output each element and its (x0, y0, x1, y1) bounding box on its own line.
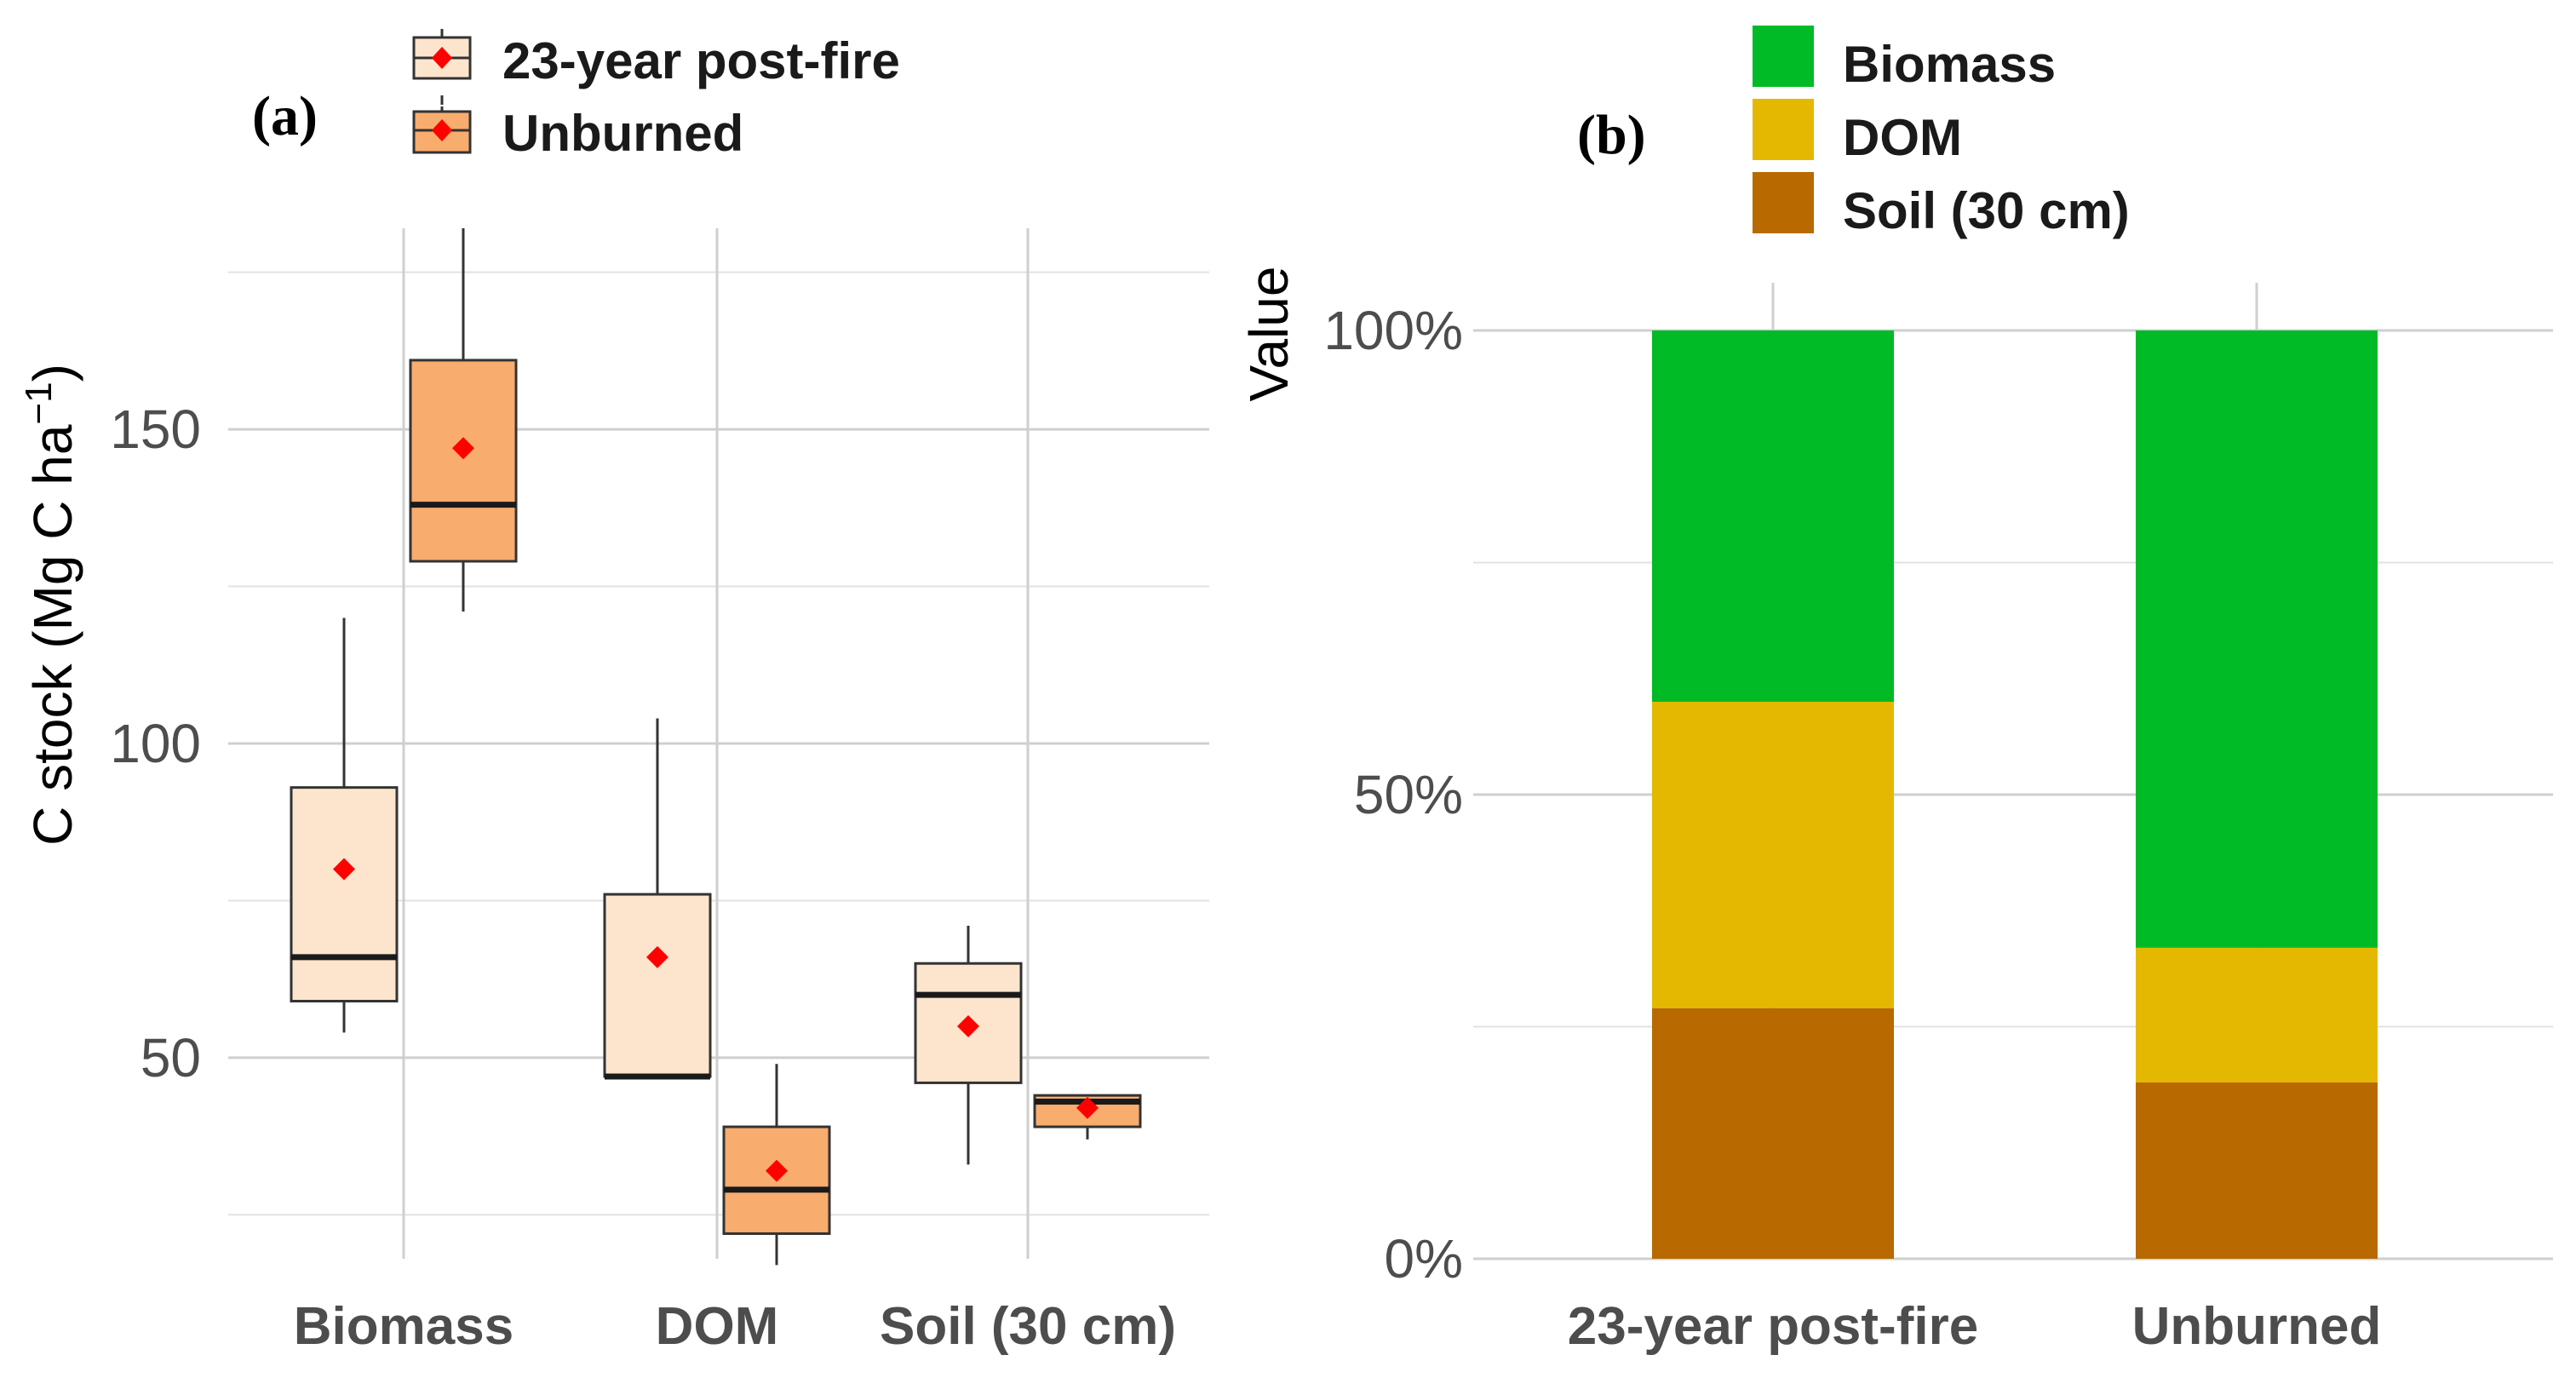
x-tick-label: 23-year post-fire (1568, 1297, 1978, 1356)
bar-unburned-soil-30-cm (2136, 1082, 2378, 1259)
mean-marker (452, 437, 474, 460)
panel-a-y-axis-title: C stock (Mg C ha−1) (18, 364, 83, 846)
bar-23-year-post-fire-biomass (1652, 330, 1894, 702)
legend-key-mean-marker (432, 47, 452, 69)
legend-label-soil: Soil (30 cm) (1843, 182, 2130, 239)
box-iqr (409, 359, 518, 563)
y-tick-label: 50% (1354, 764, 1463, 825)
y-tick-label: 0% (1385, 1228, 1464, 1289)
legend-swatch-dom (1753, 99, 1814, 160)
legend-key-mean-marker (432, 119, 452, 141)
panel-b-grid (1473, 283, 2553, 1260)
y-tick-label: 100% (1323, 300, 1463, 361)
x-tick-label: DOM (656, 1297, 779, 1356)
y-tick-label: 50 (141, 1027, 201, 1088)
x-tick-label: Unburned (2132, 1297, 2382, 1356)
panel-b-bars (1652, 330, 2378, 1259)
box-unburned-biomass (409, 228, 518, 612)
mean-marker (766, 1159, 788, 1182)
legend-label-dom: DOM (1843, 109, 1962, 166)
box-unburned-soil-30-cm (1033, 1094, 1142, 1140)
legend-swatch-biomass (1753, 26, 1814, 87)
legend-item-post-fire: 23-year post-fire (412, 29, 900, 105)
mean-marker (646, 945, 668, 968)
mean-marker (333, 858, 355, 881)
legend-swatch-soil (1753, 172, 1814, 233)
bar-unburned-dom (2136, 947, 2378, 1082)
panel-a-legend: 23-year post-fire Unburned (412, 29, 900, 162)
panel-a: 50 100 150 Biomass DOM Soil (30 cm) (a) C st… (18, 29, 1209, 1356)
box-unburned-dom (722, 1064, 831, 1266)
box-23-year-post-fire-dom (603, 718, 712, 1080)
panel-a-boxes (290, 228, 1142, 1266)
legend-label-biomass: Biomass (1843, 36, 2056, 93)
panel-b-x-ticks: 23-year post-fire Unburned (1568, 1297, 2382, 1356)
box-iqr (290, 786, 399, 1003)
panel-b-y-ticks: 0% 50% 100% (1323, 300, 1463, 1289)
panel-b-label: (b) (1577, 104, 1646, 166)
y-tick-label: 150 (110, 399, 201, 460)
bar-23-year-post-fire-dom (1652, 702, 1894, 1008)
x-tick-label: Soil (30 cm) (880, 1297, 1176, 1356)
legend-label-post-fire: 23-year post-fire (502, 32, 900, 89)
y-tick-label: 100 (110, 713, 201, 774)
mean-marker (1076, 1096, 1099, 1119)
box-23-year-post-fire-soil-30-cm (914, 925, 1023, 1165)
box-23-year-post-fire-biomass (290, 617, 399, 1033)
bar-unburned-biomass (2136, 330, 2378, 948)
panel-b-legend: Biomass DOM Soil (30 cm) (1753, 26, 2130, 239)
x-tick-label: Biomass (294, 1297, 513, 1356)
panel-a-x-ticks: Biomass DOM Soil (30 cm) (294, 1297, 1176, 1356)
legend-label-unburned: Unburned (502, 105, 743, 162)
panel-a-label: (a) (252, 85, 318, 147)
mean-marker (957, 1015, 979, 1038)
panel-a-y-ticks: 50 100 150 (110, 399, 201, 1088)
panel-b-y-axis-title: Value (1238, 267, 1299, 402)
panel-b: 0%50%100% 23-year post-fire Unburned (b) … (1238, 26, 2553, 1356)
bar-23-year-post-fire-soil-30-cm (1652, 1008, 1894, 1259)
legend-item-unburned: Unburned (412, 105, 743, 162)
box-iqr (603, 893, 712, 1078)
